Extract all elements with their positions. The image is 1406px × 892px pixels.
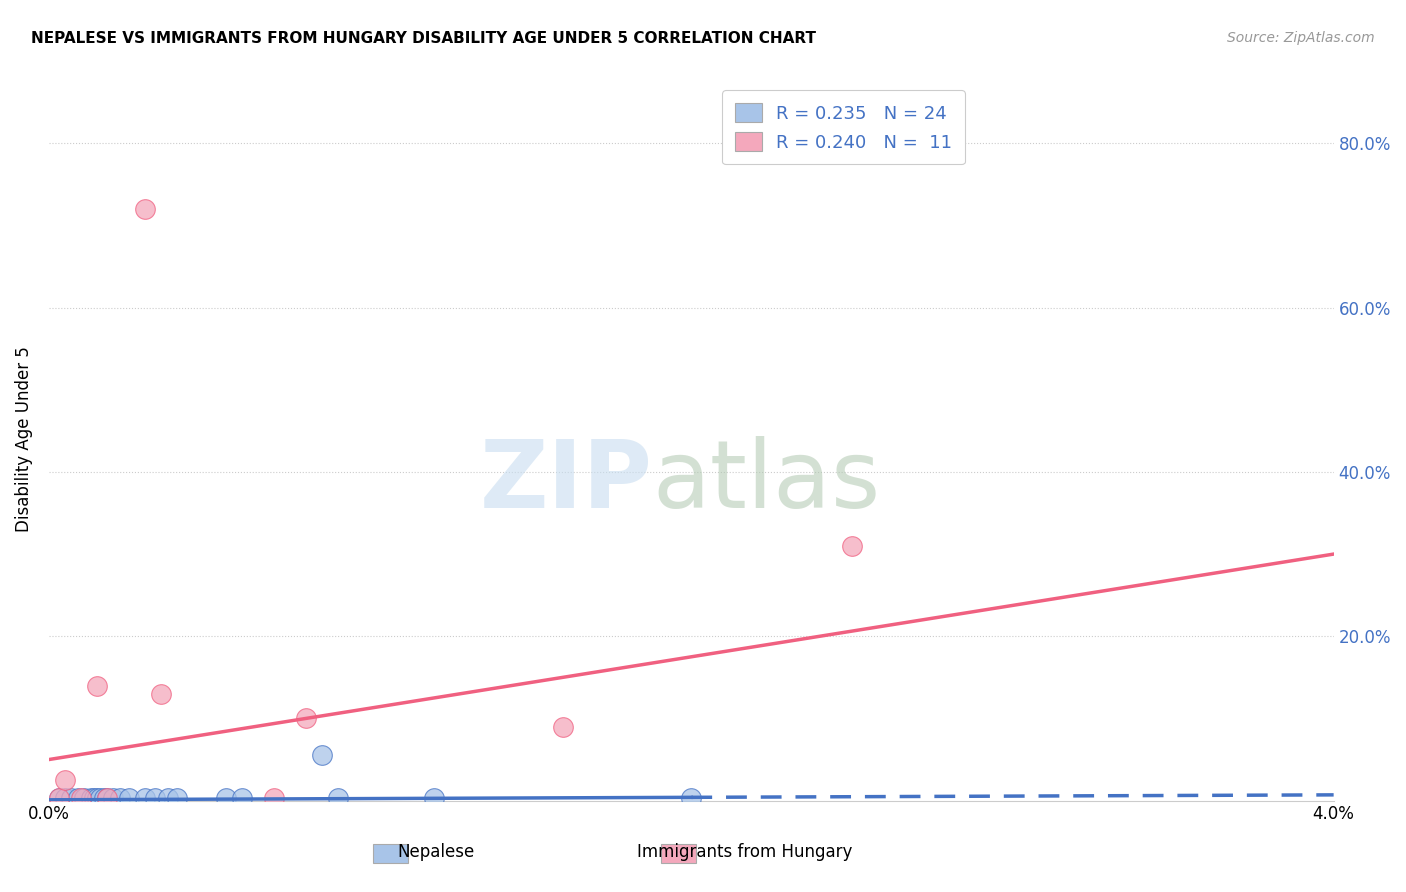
Point: [103, 791, 125, 805]
Point: [681, 791, 703, 805]
Point: [134, 202, 156, 216]
Text: ZIP: ZIP: [479, 436, 652, 528]
Text: NEPALESE VS IMMIGRANTS FROM HUNGARY DISABILITY AGE UNDER 5 CORRELATION CHART: NEPALESE VS IMMIGRANTS FROM HUNGARY DISA…: [31, 31, 815, 46]
Point: [214, 791, 236, 805]
Point: [156, 791, 179, 805]
Point: [231, 791, 253, 805]
Point: [166, 791, 188, 805]
Point: [150, 687, 173, 701]
Point: [73, 791, 96, 805]
Point: [86, 679, 108, 693]
Point: [841, 539, 863, 553]
Point: [89, 791, 111, 805]
Point: [53, 773, 76, 788]
Point: [311, 748, 333, 763]
Point: [53, 791, 76, 805]
Point: [423, 791, 446, 805]
Legend: R = 0.235   N = 24, R = 0.240   N =  11: R = 0.235 N = 24, R = 0.240 N = 11: [723, 90, 965, 164]
Point: [86, 791, 108, 805]
Point: [93, 791, 115, 805]
Point: [118, 791, 141, 805]
Point: [70, 791, 93, 805]
Text: Immigrants from Hungary: Immigrants from Hungary: [637, 843, 853, 861]
Point: [108, 791, 131, 805]
Point: [96, 791, 118, 805]
Point: [80, 791, 103, 805]
Point: [60, 791, 83, 805]
Point: [263, 791, 285, 805]
Point: [66, 791, 89, 805]
Y-axis label: Disability Age Under 5: Disability Age Under 5: [15, 346, 32, 532]
Point: [295, 711, 318, 725]
Point: [326, 791, 349, 805]
Text: atlas: atlas: [652, 436, 882, 528]
Point: [96, 791, 118, 805]
Text: Nepalese: Nepalese: [398, 843, 474, 861]
Point: [48, 791, 70, 805]
Point: [551, 720, 574, 734]
Point: [143, 791, 166, 805]
Text: Source: ZipAtlas.com: Source: ZipAtlas.com: [1227, 31, 1375, 45]
Point: [134, 791, 156, 805]
Point: [48, 791, 70, 805]
Point: [83, 791, 105, 805]
